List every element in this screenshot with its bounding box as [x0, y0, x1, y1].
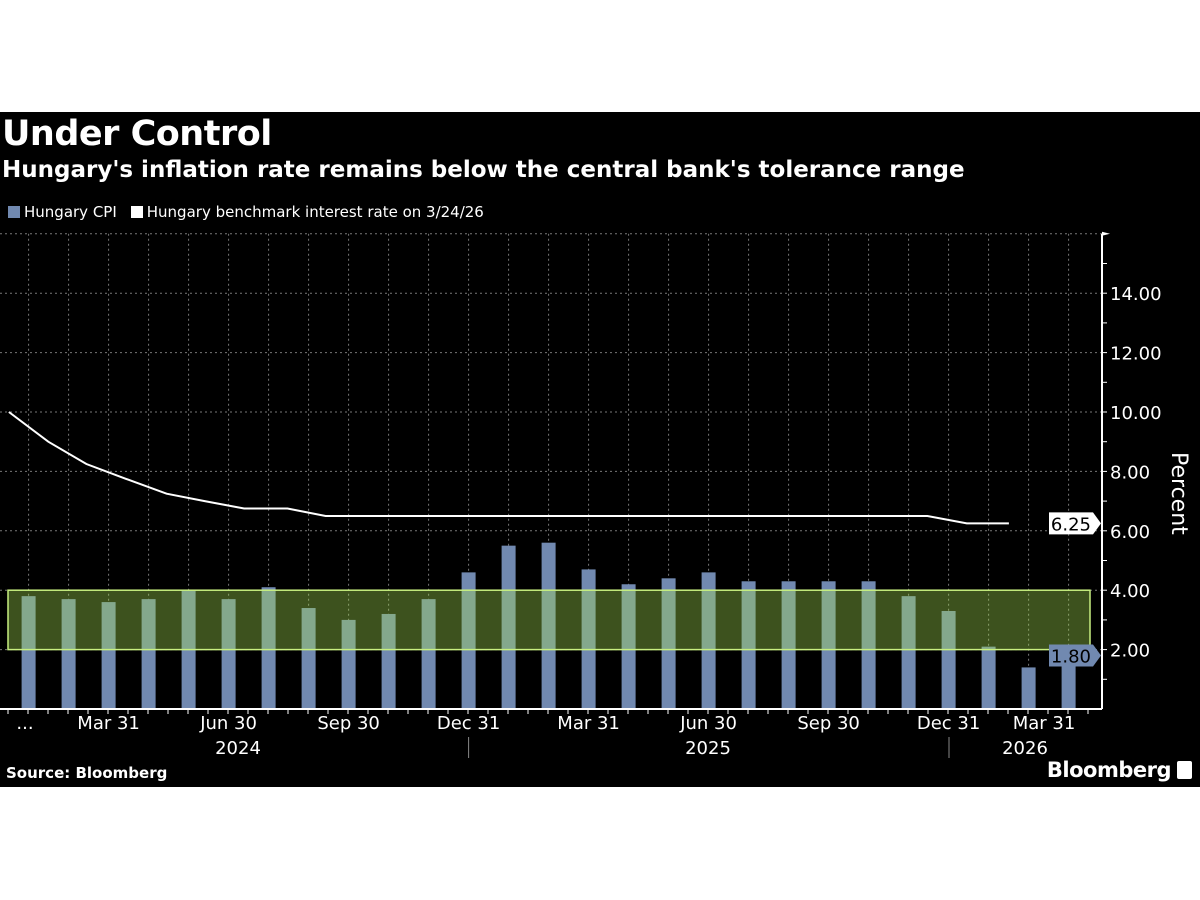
legend-swatch-rate	[130, 206, 143, 218]
rate-last-value-label: 6.25	[1051, 514, 1091, 535]
cpi-bar	[941, 610, 956, 709]
cpi-bar	[301, 608, 316, 709]
cpi-bar	[1061, 655, 1076, 709]
cpi-bar	[101, 602, 116, 709]
legend: Hungary CPI Hungary benchmark interest r…	[8, 203, 484, 221]
cpi-bar	[701, 572, 716, 709]
cpi-bar	[541, 542, 556, 709]
x-tick-label: Sep 30	[797, 713, 860, 734]
x-tick-label: Sep 30	[317, 713, 380, 734]
x-tick-label: Jun 30	[199, 713, 257, 734]
cpi-bar	[381, 613, 396, 709]
y-tick-label: 8.00	[1110, 462, 1150, 483]
logo-text: Bloomberg	[1046, 758, 1172, 782]
legend-item-cpi: Hungary CPI	[8, 203, 117, 221]
cpi-bar	[261, 587, 276, 709]
x-tick-label: Mar 31	[557, 713, 620, 734]
cpi-bar	[421, 599, 436, 709]
y-tick-label: 10.00	[1110, 403, 1162, 424]
x-tick-label: Mar 31	[1013, 713, 1076, 734]
cpi-bar	[341, 619, 356, 709]
cpi-bar	[1021, 667, 1036, 709]
chart-panel	[0, 112, 1200, 787]
chart-title: Under Control	[2, 114, 272, 154]
cpi-bar	[821, 581, 836, 709]
y-tick-label: 4.00	[1110, 581, 1150, 602]
cpi-bar	[21, 596, 36, 709]
x-tick-label: Mar 31	[77, 713, 140, 734]
cpi-bar	[781, 581, 796, 709]
legend-label-cpi: Hungary CPI	[24, 203, 117, 221]
y-axis-arrow	[1102, 231, 1110, 236]
chart-subtitle: Hungary's inflation rate remains below t…	[2, 157, 965, 183]
cpi-bar	[621, 584, 636, 709]
cpi-bar	[221, 599, 236, 709]
cpi-bar	[901, 596, 916, 709]
x-tick-label: Dec 31	[917, 713, 980, 734]
cpi-bar	[461, 572, 476, 709]
y-axis-label: Percent	[1166, 452, 1191, 535]
year-label: 2024	[215, 738, 261, 759]
y-tick-label: 14.00	[1110, 284, 1162, 305]
rate-last-value-label-box	[1049, 512, 1101, 535]
y-tick-label: 2.00	[1110, 641, 1150, 662]
cpi-last-value-label-box	[1049, 644, 1101, 667]
bloomberg-logo: Bloomberg	[1047, 758, 1192, 782]
x-tick-label: Dec 31	[437, 713, 500, 734]
cpi-bar	[141, 599, 156, 709]
cpi-last-value-label: 1.80	[1051, 647, 1091, 668]
source-note: Source: Bloomberg	[6, 764, 168, 782]
rate-line	[8, 411, 1009, 525]
cpi-bar	[861, 581, 876, 709]
y-tick-label: 12.00	[1110, 344, 1162, 365]
year-label: 2026	[1002, 738, 1048, 759]
cpi-bar	[741, 581, 756, 709]
tolerance-band	[7, 589, 1091, 651]
x-tick-label: ...	[16, 713, 33, 734]
cpi-bar	[501, 545, 516, 709]
cpi-bar	[61, 599, 76, 709]
cpi-bar	[981, 646, 996, 709]
cpi-bar	[661, 578, 676, 709]
cpi-bar	[581, 569, 596, 709]
year-label: 2025	[685, 738, 731, 759]
legend-swatch-cpi	[8, 206, 20, 218]
legend-item-rate: Hungary benchmark interest rate on 3/24/…	[130, 203, 484, 221]
x-tick-label: Jun 30	[679, 713, 737, 734]
y-tick-label: 6.00	[1110, 522, 1150, 543]
logo-chart-icon	[1177, 761, 1192, 779]
legend-label-rate: Hungary benchmark interest rate on 3/24/…	[146, 203, 484, 221]
